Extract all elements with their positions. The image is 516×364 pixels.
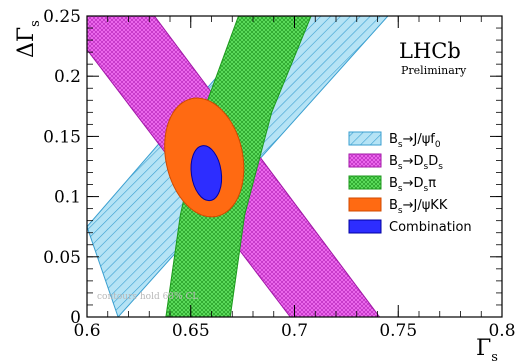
brand-sublabel: Preliminary — [401, 64, 467, 77]
watermark: contours hold 68% CL — [97, 292, 198, 302]
legend-item: Bs→J/ψKK — [348, 197, 448, 216]
legend-item: Bs→J/ψf0 — [348, 131, 441, 150]
y-tick-label: 0.2 — [54, 67, 81, 87]
legend-label: Combination — [389, 220, 472, 235]
legend-swatch-hatch — [349, 154, 381, 167]
plot-area — [87, 16, 389, 317]
x-axis-title: Γs — [476, 336, 498, 364]
y-tick-label: 0.05 — [43, 248, 81, 268]
svg-text:ΔΓs: ΔΓs — [14, 20, 43, 58]
x-tick-label: 0.8 — [488, 321, 515, 341]
y-tick-label: 0.1 — [54, 188, 81, 208]
x-tick-label: 0.65 — [172, 321, 210, 341]
legend-swatch-hatch — [349, 176, 381, 189]
legend-item: Combination — [348, 219, 472, 235]
legend-swatch — [348, 219, 382, 234]
axes: 0.6 0.65 0.7 0.75 0.8 0 0.05 0.1 0.15 0.2 0.25 — [43, 7, 515, 341]
legend-item: Bs→Dsπ — [348, 175, 436, 194]
legend-label: Bs→J/ψKK — [389, 198, 448, 216]
series-5-region — [190, 145, 223, 202]
brand-label: LHCb — [399, 39, 461, 63]
legend-swatch — [348, 197, 382, 212]
legend-label: Bs→Dsπ — [389, 176, 436, 194]
series-5-ellipse — [190, 145, 223, 202]
legend: Bs→J/ψf0 Bs→DsDs Bs→Dsπ Bs→J/ψKK Combination — [348, 131, 472, 235]
x-tick-label: 0.75 — [379, 321, 417, 341]
x-tick-label: 0.7 — [281, 321, 308, 341]
legend-label: Bs→DsDs — [389, 154, 443, 172]
x-tick-label: 0.6 — [73, 321, 100, 341]
y-tick-label: 0.15 — [43, 127, 81, 147]
legend-item: Bs→DsDs — [348, 153, 443, 172]
y-axis-title: ΔΓs — [14, 20, 43, 58]
legend-swatch-hatch — [349, 132, 381, 145]
y-tick-label: 0 — [70, 308, 81, 328]
y-tick-label: 0.25 — [43, 7, 81, 27]
legend-label: Bs→J/ψf0 — [389, 132, 441, 150]
